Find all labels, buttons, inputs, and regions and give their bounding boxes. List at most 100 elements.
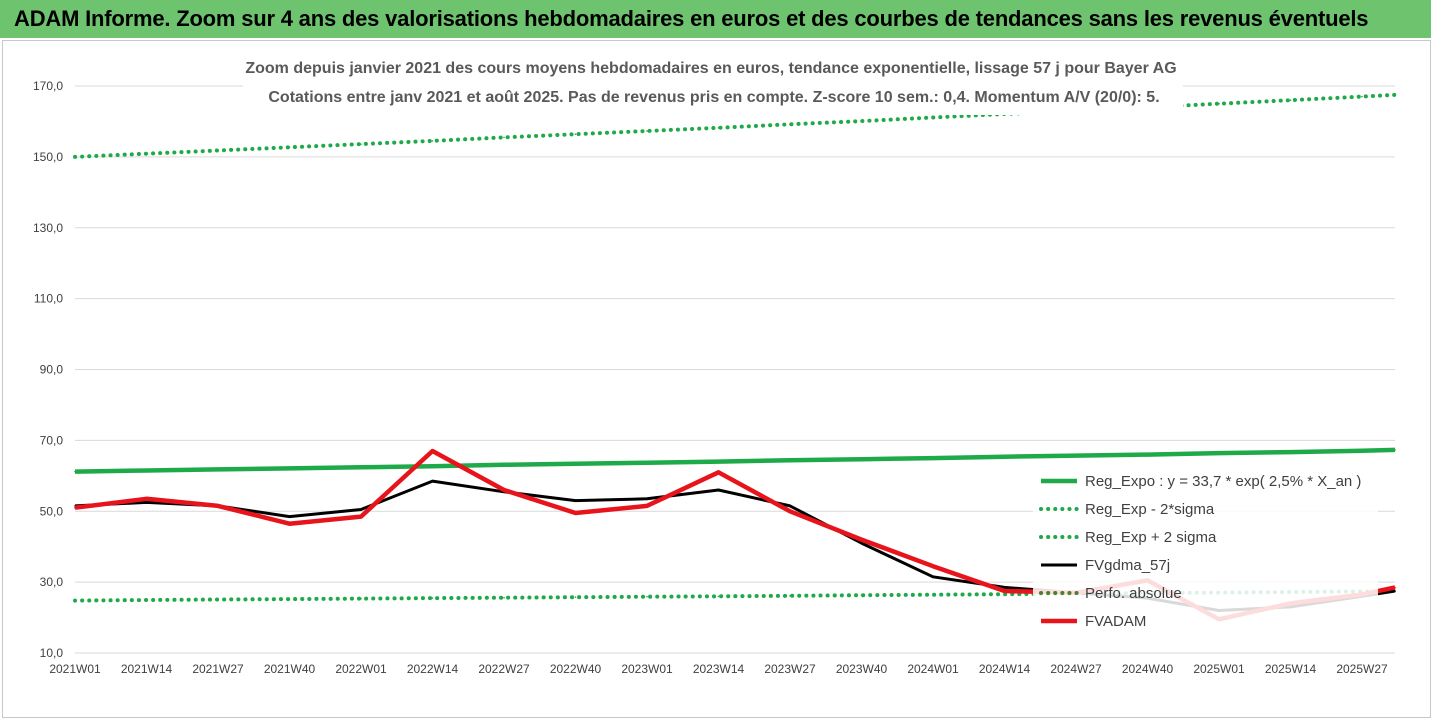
data-point — [74, 156, 76, 158]
data-point — [288, 467, 291, 470]
y-tick-label: 50,0 — [40, 504, 64, 518]
data-point — [288, 598, 291, 600]
y-tick-label: 10,0 — [40, 646, 64, 660]
data-point — [74, 506, 76, 509]
legend-entry: Reg_Exp - 2*sigma — [1085, 501, 1215, 518]
legend: Reg_Expo : y = 33,7 * exp( 2,5% * X_an )… — [1033, 469, 1378, 639]
x-tick-label: 2023W01 — [621, 662, 673, 676]
x-tick-label: 2024W14 — [979, 662, 1031, 676]
data-point — [503, 596, 505, 599]
data-point — [860, 458, 863, 460]
data-point — [503, 489, 505, 491]
line-chart: 10,0 30,0 50,0 70,0 90,0 110,0 130,0 150,0 170,0… — [33, 53, 1397, 676]
data-point — [145, 501, 148, 504]
data-point — [431, 597, 434, 599]
series-line — [73, 589, 1397, 603]
x-tick-label: 2024W27 — [1050, 662, 1102, 676]
data-point — [1289, 451, 1292, 453]
title-line-2: Cotations entre janv 2021 et août 2025. … — [268, 89, 1159, 106]
y-tick-label: 70,0 — [40, 433, 64, 447]
data-point — [288, 515, 291, 518]
x-tick-label: 2021W27 — [192, 662, 244, 676]
data-point — [717, 460, 720, 463]
data-point — [717, 127, 720, 129]
data-point — [932, 116, 934, 119]
x-axis: 2021W01 2021W14 2021W27 2021W40 2022W01 2022W… — [49, 662, 1388, 676]
x-tick-label: 2024W01 — [907, 662, 959, 676]
data-point — [1075, 454, 1077, 457]
data-point — [789, 505, 791, 507]
data-point — [431, 450, 434, 452]
data-point — [217, 468, 219, 471]
data-point — [932, 593, 934, 596]
data-point — [360, 508, 362, 511]
data-point — [1394, 449, 1396, 451]
series-line — [73, 92, 1397, 159]
data-point — [789, 510, 791, 513]
data-point — [1146, 453, 1149, 456]
data-point — [574, 499, 577, 502]
data-point — [717, 595, 720, 598]
data-point — [1003, 593, 1006, 595]
data-point — [1003, 455, 1006, 458]
data-point — [574, 596, 577, 598]
y-tick-label: 110,0 — [34, 292, 63, 306]
data-point — [360, 466, 362, 469]
x-tick-label: 2025W27 — [1336, 662, 1388, 676]
data-point — [717, 489, 720, 491]
x-tick-label: 2023W14 — [693, 662, 745, 676]
data-point — [431, 480, 434, 482]
legend-background — [1033, 469, 1378, 639]
data-point — [74, 599, 76, 602]
series-line — [74, 447, 1396, 474]
x-tick-label: 2021W01 — [49, 662, 101, 676]
data-point — [574, 512, 577, 514]
x-tick-label: 2021W40 — [264, 662, 316, 676]
data-point — [288, 146, 291, 149]
legend-entry: Perfo. absolue — [1085, 585, 1182, 602]
legend-entry: Reg_Exp + 2 sigma — [1085, 529, 1217, 546]
data-point — [717, 471, 720, 474]
x-tick-label: 2021W14 — [121, 662, 173, 676]
x-tick-label: 2023W40 — [836, 662, 888, 676]
data-point — [145, 469, 148, 472]
data-point — [789, 459, 791, 462]
x-tick-label: 2022W14 — [407, 662, 459, 676]
data-point — [860, 120, 863, 122]
data-point — [1003, 586, 1006, 589]
data-point — [860, 542, 863, 544]
data-point — [1218, 102, 1220, 105]
data-point — [431, 465, 434, 468]
data-point — [1289, 99, 1292, 101]
x-tick-label: 2022W01 — [335, 662, 387, 676]
data-point — [1394, 590, 1396, 592]
y-tick-label: 170,0 — [33, 79, 63, 93]
x-tick-label: 2025W01 — [1193, 662, 1245, 676]
x-tick-label: 2023W27 — [764, 662, 816, 676]
data-point — [217, 505, 219, 507]
x-tick-label: 2025W14 — [1265, 662, 1317, 676]
data-point — [288, 522, 291, 525]
data-point — [932, 457, 934, 459]
data-point — [1003, 590, 1006, 592]
data-point — [360, 515, 362, 518]
x-tick-label: 2022W40 — [550, 662, 602, 676]
data-point — [145, 152, 148, 155]
data-point — [574, 462, 577, 465]
data-point — [789, 123, 791, 126]
legend-entry: FVgdma_57j — [1085, 557, 1170, 574]
data-point — [1218, 452, 1220, 454]
data-point — [1361, 95, 1363, 98]
data-point — [1394, 94, 1396, 96]
data-point — [860, 594, 863, 597]
y-tick-label: 30,0 — [40, 575, 64, 589]
data-point — [217, 598, 219, 601]
data-point — [574, 133, 577, 135]
data-point — [932, 565, 934, 567]
data-point — [860, 538, 863, 541]
data-point — [646, 461, 648, 464]
x-tick-label: 2022W27 — [478, 662, 530, 676]
data-point — [503, 136, 505, 139]
data-point — [360, 143, 362, 145]
chart-frame: 10,0 30,0 50,0 70,0 90,0 110,0 130,0 150,0 170,0… — [2, 40, 1431, 718]
